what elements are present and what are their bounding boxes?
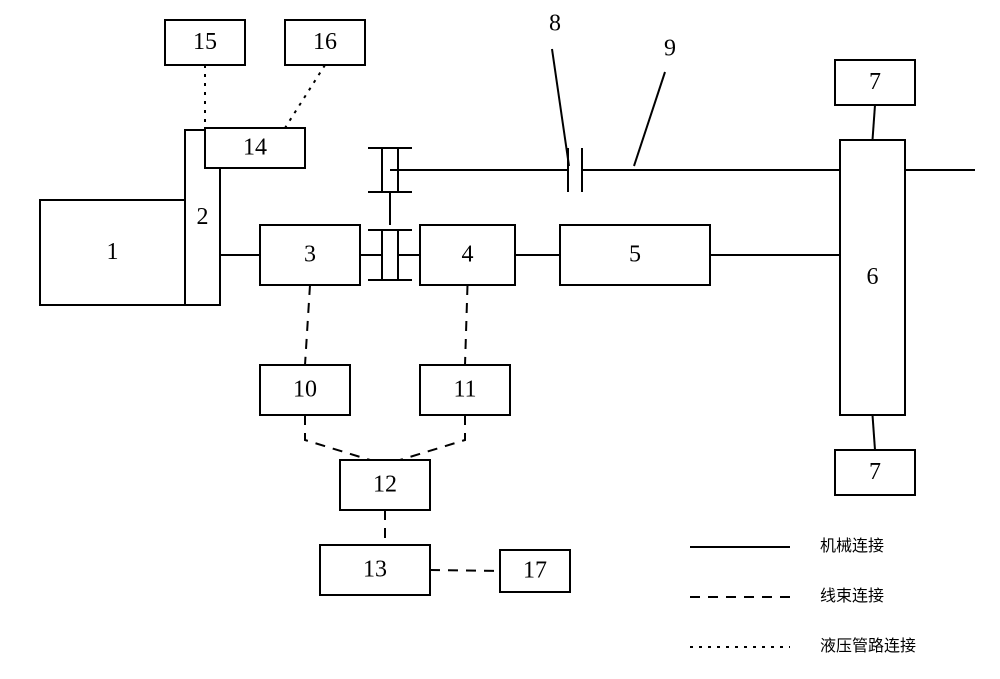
block-label-1: 1 bbox=[107, 239, 119, 265]
block-label-17: 17 bbox=[523, 558, 547, 584]
legend-label-dotted: 液压管路连接 bbox=[820, 637, 916, 655]
block-label-13: 13 bbox=[363, 557, 387, 583]
block-label-10: 10 bbox=[293, 377, 317, 403]
harness-connection bbox=[305, 415, 370, 460]
harness-connection bbox=[305, 285, 310, 365]
block-label-3: 3 bbox=[304, 242, 316, 268]
callout-label-8: 8 bbox=[549, 11, 561, 37]
block-label-14: 14 bbox=[243, 135, 267, 161]
harness-connection bbox=[430, 570, 500, 571]
mechanical-connection bbox=[873, 105, 876, 140]
mechanical-connection bbox=[634, 72, 665, 166]
block-label-5: 5 bbox=[629, 242, 641, 268]
mechanical-connection bbox=[873, 415, 876, 450]
block-label-2: 2 bbox=[197, 204, 209, 230]
hydraulic-connection bbox=[285, 65, 325, 128]
block-label-15: 15 bbox=[193, 29, 217, 55]
block-label-7: 7 bbox=[869, 69, 881, 95]
callout-label-9: 9 bbox=[664, 36, 676, 62]
block-label-12: 12 bbox=[373, 472, 397, 498]
block-label-6: 6 bbox=[867, 264, 879, 290]
legend-label-dashed: 线束连接 bbox=[820, 587, 884, 605]
legend-label-solid: 机械连接 bbox=[820, 537, 884, 555]
harness-connection bbox=[465, 285, 468, 365]
diagram-canvas: 12345677101112131415161789机械连接线束连接液压管路连接 bbox=[0, 0, 1000, 679]
block-label-4: 4 bbox=[462, 242, 474, 268]
block-label-7: 7 bbox=[869, 459, 881, 485]
harness-connection bbox=[400, 415, 465, 460]
mechanical-connection bbox=[552, 49, 569, 166]
block-label-11: 11 bbox=[453, 377, 476, 403]
block-label-16: 16 bbox=[313, 29, 337, 55]
